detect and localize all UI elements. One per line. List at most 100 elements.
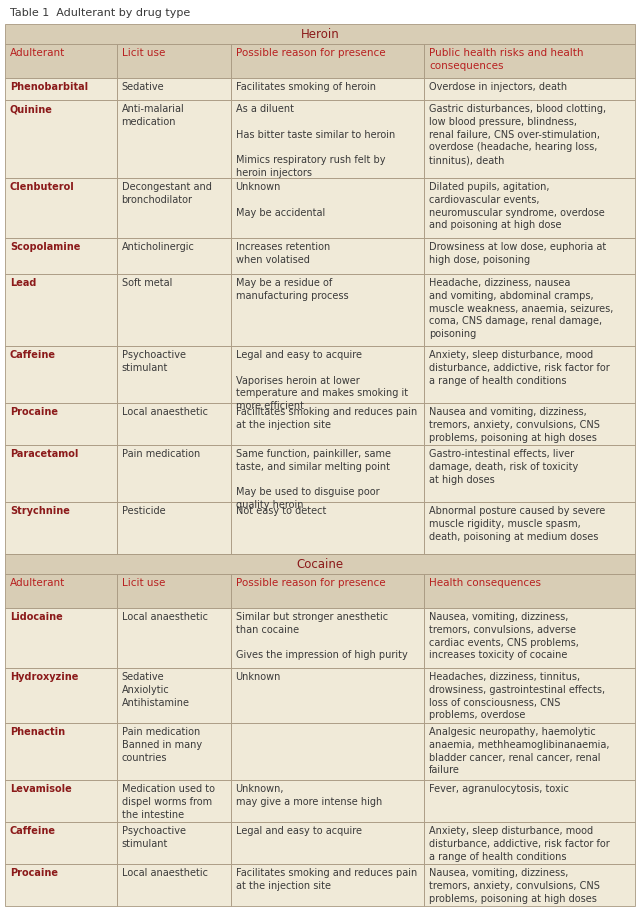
Bar <box>116 403 230 445</box>
Bar <box>5 274 116 346</box>
Bar <box>230 78 424 100</box>
Bar <box>116 238 230 274</box>
Text: Cocaine: Cocaine <box>296 558 344 570</box>
Text: Gastro-intestinal effects, liver
damage, death, risk of toxicity
at high doses: Gastro-intestinal effects, liver damage,… <box>429 449 578 485</box>
Text: Same function, painkiller, same
taste, and similar melting point

May be used to: Same function, painkiller, same taste, a… <box>236 449 390 510</box>
Text: Public health risks and health
consequences: Public health risks and health consequen… <box>429 48 584 71</box>
Text: Facilitates smoking and reduces pain
at the injection site: Facilitates smoking and reduces pain at … <box>236 868 417 891</box>
Text: Dilated pupils, agitation,
cardiovascular events,
neuromuscular syndrome, overdo: Dilated pupils, agitation, cardiovascula… <box>429 182 605 230</box>
Bar <box>116 78 230 100</box>
Text: Hydroxyzine: Hydroxyzine <box>10 672 78 682</box>
Text: Unknown

May be accidental: Unknown May be accidental <box>236 182 324 218</box>
Text: Local anaesthetic: Local anaesthetic <box>122 868 207 878</box>
Bar <box>424 238 635 274</box>
Text: Lead: Lead <box>10 278 36 288</box>
Bar <box>116 100 230 178</box>
Text: Nausea and vomiting, dizziness,
tremors, anxiety, convulsions, CNS
problems, poi: Nausea and vomiting, dizziness, tremors,… <box>429 407 600 443</box>
Text: Sedative: Sedative <box>122 82 164 92</box>
Bar <box>424 864 635 906</box>
Text: Legal and easy to acquire: Legal and easy to acquire <box>236 826 362 836</box>
Text: Procaine: Procaine <box>10 868 58 878</box>
Bar <box>116 723 230 780</box>
Text: Legal and easy to acquire

Vaporises heroin at lower
temperature and makes smoki: Legal and easy to acquire Vaporises hero… <box>236 350 408 411</box>
Bar <box>116 864 230 906</box>
Bar <box>5 780 116 822</box>
Text: Pain medication: Pain medication <box>122 449 200 459</box>
Text: Possible reason for presence: Possible reason for presence <box>236 578 385 588</box>
Bar <box>5 723 116 780</box>
Bar <box>424 346 635 403</box>
Text: Strychnine: Strychnine <box>10 506 70 516</box>
Text: Pain medication
Banned in many
countries: Pain medication Banned in many countries <box>122 727 202 763</box>
Text: Phenobarbital: Phenobarbital <box>10 82 88 92</box>
Bar <box>5 238 116 274</box>
Bar <box>5 78 116 100</box>
Text: Overdose in injectors, death: Overdose in injectors, death <box>429 82 567 92</box>
Text: Caffeine: Caffeine <box>10 826 56 836</box>
Bar <box>116 178 230 238</box>
Bar <box>230 668 424 723</box>
Text: May be a residue of
manufacturing process: May be a residue of manufacturing proces… <box>236 278 348 301</box>
Text: Facilitates smoking of heroin: Facilitates smoking of heroin <box>236 82 376 92</box>
Bar <box>116 608 230 668</box>
Text: Anti-malarial
medication: Anti-malarial medication <box>122 104 184 127</box>
Bar <box>230 44 424 78</box>
Bar <box>424 723 635 780</box>
Text: Anxiety, sleep disturbance, mood
disturbance, addictive, risk factor for
a range: Anxiety, sleep disturbance, mood disturb… <box>429 826 610 862</box>
Text: Lidocaine: Lidocaine <box>10 612 63 622</box>
Bar <box>116 502 230 554</box>
Bar <box>230 864 424 906</box>
Bar <box>5 822 116 864</box>
Bar <box>5 44 116 78</box>
Text: Facilitates smoking and reduces pain
at the injection site: Facilitates smoking and reduces pain at … <box>236 407 417 430</box>
Text: Medication used to
dispel worms from
the intestine: Medication used to dispel worms from the… <box>122 784 214 820</box>
Text: Quinine: Quinine <box>10 104 53 114</box>
Text: Licit use: Licit use <box>122 578 165 588</box>
Text: Gastric disturbances, blood clotting,
low blood pressure, blindness,
renal failu: Gastric disturbances, blood clotting, lo… <box>429 104 606 165</box>
Text: Table 1  Adulterant by drug type: Table 1 Adulterant by drug type <box>10 8 190 18</box>
Bar <box>5 24 635 44</box>
Bar <box>5 574 116 608</box>
Bar <box>5 346 116 403</box>
Bar <box>424 403 635 445</box>
Text: As a diluent

Has bitter taste similar to heroin

Mimics respiratory rush felt b: As a diluent Has bitter taste similar to… <box>236 104 395 178</box>
Text: Phenactin: Phenactin <box>10 727 65 737</box>
Bar <box>5 403 116 445</box>
Bar <box>424 608 635 668</box>
Text: Sedative
Anxiolytic
Antihistamine: Sedative Anxiolytic Antihistamine <box>122 672 189 708</box>
Text: Not easy to detect: Not easy to detect <box>236 506 326 516</box>
Text: Anxiety, sleep disturbance, mood
disturbance, addictive, risk factor for
a range: Anxiety, sleep disturbance, mood disturb… <box>429 350 610 385</box>
Text: Headaches, dizziness, tinnitus,
drowsiness, gastrointestinal effects,
loss of co: Headaches, dizziness, tinnitus, drowsine… <box>429 672 605 721</box>
Bar <box>5 608 116 668</box>
Bar <box>230 178 424 238</box>
Bar <box>424 178 635 238</box>
Text: Nausea, vomiting, dizziness,
tremors, convulsions, adverse
cardiac events, CNS p: Nausea, vomiting, dizziness, tremors, co… <box>429 612 579 660</box>
Bar <box>116 574 230 608</box>
Text: Adulterant: Adulterant <box>10 48 65 58</box>
Bar <box>424 274 635 346</box>
Bar <box>424 780 635 822</box>
Text: Licit use: Licit use <box>122 48 165 58</box>
Bar <box>424 78 635 100</box>
Bar <box>116 780 230 822</box>
Bar <box>230 445 424 502</box>
Bar <box>116 445 230 502</box>
Text: Adulterant: Adulterant <box>10 578 65 588</box>
Bar <box>230 780 424 822</box>
Text: Nausea, vomiting, dizziness,
tremors, anxiety, convulsions, CNS
problems, poison: Nausea, vomiting, dizziness, tremors, an… <box>429 868 600 904</box>
Bar <box>5 554 635 574</box>
Text: Similar but stronger anesthetic
than cocaine

Gives the impression of high purit: Similar but stronger anesthetic than coc… <box>236 612 407 660</box>
Text: Anticholinergic: Anticholinergic <box>122 242 195 252</box>
Bar <box>424 822 635 864</box>
Bar <box>230 274 424 346</box>
Bar <box>424 502 635 554</box>
Text: Abnormal posture caused by severe
muscle rigidity, muscle spasm,
death, poisonin: Abnormal posture caused by severe muscle… <box>429 506 605 542</box>
Bar <box>424 445 635 502</box>
Text: Unknown,
may give a more intense high: Unknown, may give a more intense high <box>236 784 382 807</box>
Bar <box>116 822 230 864</box>
Text: Drowsiness at low dose, euphoria at
high dose, poisoning: Drowsiness at low dose, euphoria at high… <box>429 242 606 265</box>
Bar <box>5 502 116 554</box>
Text: Clenbuterol: Clenbuterol <box>10 182 75 192</box>
Bar <box>230 346 424 403</box>
Bar <box>230 574 424 608</box>
